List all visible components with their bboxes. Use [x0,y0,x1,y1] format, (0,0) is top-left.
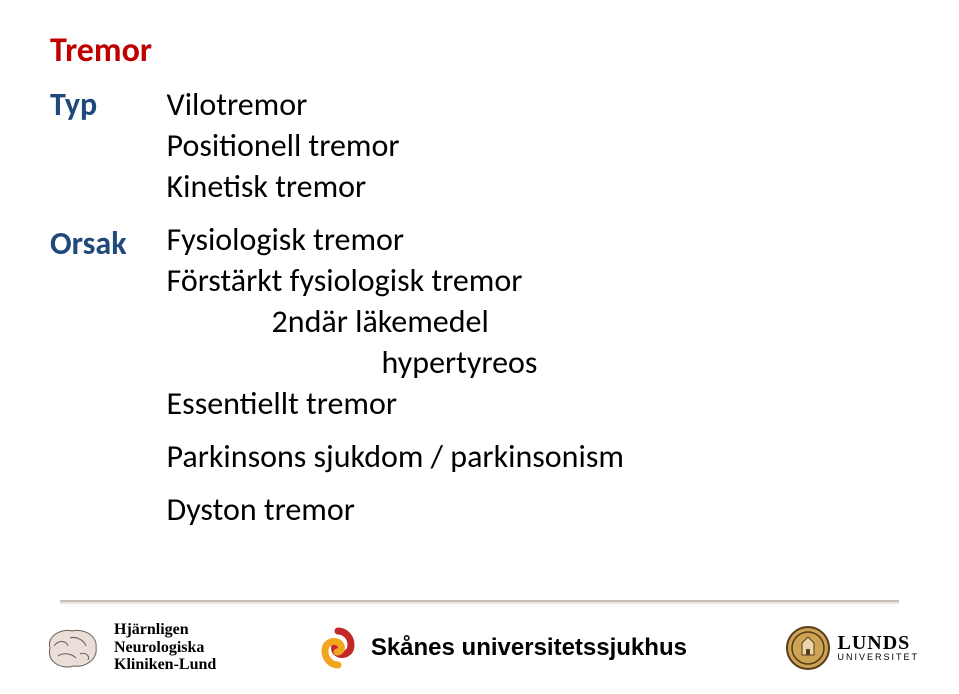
label-typ: Typ [50,85,127,124]
orsak-line-indent2: hypertyreos [382,343,624,384]
footer-right-text: LUNDS UNIVERSITET [837,633,919,662]
orsak-line: Parkinsons sjukdom / parkinsonism [167,437,624,478]
footer-left-line: Kliniken-Lund [114,656,216,674]
typ-block: Vilotremor Positionell tremor Kinetisk t… [167,85,624,208]
seal-icon [785,625,831,671]
slide: Tremor Typ Orsak Vilotremor Positionell … [0,0,959,694]
content-area: Typ Orsak Vilotremor Positionell tremor … [50,85,909,543]
footer-right-top: LUNDS [837,633,910,653]
footer: Hjärnligen Neurologiska Kliniken-Lund Sk… [0,621,959,674]
footer-left-text: Hjärnligen Neurologiska Kliniken-Lund [114,621,216,674]
orsak-line: Fysiologisk tremor [167,220,624,261]
brain-icon [40,626,102,670]
footer-left-line: Hjärnligen [114,621,216,639]
footer-left-line: Neurologiska [114,639,216,657]
row-values: Vilotremor Positionell tremor Kinetisk t… [167,85,624,543]
orsak-block-2: Parkinsons sjukdom / parkinsonism [167,437,624,478]
footer-divider [60,600,899,602]
footer-right: LUNDS UNIVERSITET [785,625,919,671]
typ-line: Positionell tremor [167,126,624,167]
footer-mid-text: Skånes universitetssjukhus [371,634,687,662]
orsak-block-1: Fysiologisk tremor Förstärkt fysiologisk… [167,220,624,425]
slide-title: Tremor [50,30,909,71]
footer-left: Hjärnligen Neurologiska Kliniken-Lund [40,621,216,674]
typ-line: Vilotremor [167,85,624,126]
swirl-icon [315,625,361,671]
label-orsak: Orsak [50,224,127,263]
footer-right-bot: UNIVERSITET [837,653,919,662]
orsak-line: Förstärkt fysiologisk tremor [167,261,624,302]
row-labels: Typ Orsak [50,85,127,543]
orsak-block-3: Dyston tremor [167,490,624,531]
orsak-line: Dyston tremor [167,490,624,531]
footer-mid: Skånes universitetssjukhus [315,625,687,671]
orsak-line-indent: 2ndär läkemedel [272,302,624,343]
typ-line: Kinetisk tremor [167,167,624,208]
orsak-line: Essentiellt tremor [167,384,624,425]
